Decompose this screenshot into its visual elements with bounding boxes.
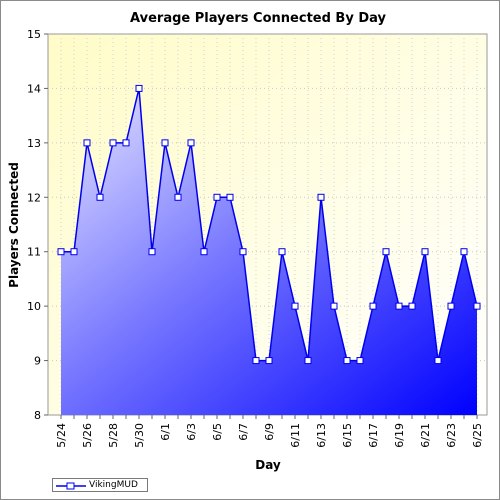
data-point-5-30 <box>135 84 143 92</box>
data-point-6-5 <box>213 193 221 201</box>
legend-label-vikingmud: VikingMUD <box>89 480 138 490</box>
data-point-6-11 <box>291 302 299 310</box>
x-tick-label: 6/5 <box>211 423 224 441</box>
y-tick-label: 11 <box>27 246 41 259</box>
data-point-6-14 <box>330 302 338 310</box>
y-tick-label: 10 <box>27 300 41 313</box>
data-point-6-10 <box>278 248 286 256</box>
data-point-6-22 <box>434 357 442 365</box>
x-tick-label: 5/28 <box>107 423 120 448</box>
y-tick-label: 8 <box>34 409 41 422</box>
x-tick-label: 6/15 <box>341 423 354 448</box>
x-axis-label: Day <box>255 458 281 472</box>
y-axis-ticks: 8 9 10 11 12 13 14 15 <box>27 28 48 422</box>
x-tick-label: 6/23 <box>445 423 458 448</box>
series-area-vikingmud <box>61 88 477 415</box>
x-tick-label: 6/21 <box>419 423 432 448</box>
data-point-6-12 <box>304 357 312 365</box>
x-tick-label: 5/30 <box>133 423 146 448</box>
data-point-5-26 <box>83 139 91 147</box>
x-tick-label: 6/1 <box>159 423 172 441</box>
x-tick-label: 6/13 <box>315 423 328 448</box>
data-point-6-25 <box>473 302 481 310</box>
x-tick-label: 5/26 <box>81 423 94 448</box>
series-markers <box>57 84 481 365</box>
data-point-6-9 <box>265 357 273 365</box>
data-point-6-7 <box>239 248 247 256</box>
data-point-6-17 <box>369 302 377 310</box>
data-point-6-1 <box>161 139 169 147</box>
y-tick-label: 12 <box>27 191 41 204</box>
data-point-6-3 <box>187 139 195 147</box>
y-tick-label: 9 <box>34 355 41 368</box>
x-tick-label: 6/19 <box>393 423 406 448</box>
data-point-5-29 <box>122 139 130 147</box>
y-tick-label: 14 <box>27 82 41 95</box>
data-point-6-21 <box>421 248 429 256</box>
chart-title: Average Players Connected By Day <box>130 11 386 26</box>
data-point-6-24 <box>460 248 468 256</box>
data-point-6-15 <box>343 357 351 365</box>
x-tick-label: 6/11 <box>289 423 302 448</box>
data-point-6-2 <box>174 193 182 201</box>
data-point-5-31 <box>148 248 156 256</box>
data-point-6-19 <box>395 302 403 310</box>
x-tick-label: 5/24 <box>55 423 68 448</box>
x-axis-ticks: 5/24 5/26 5/28 5/30 6/1 6/3 6/5 6/7 6/9 6/11 6/13 6… <box>55 415 484 448</box>
data-point-6-20 <box>408 302 416 310</box>
data-point-5-25 <box>70 248 78 256</box>
data-point-6-16 <box>356 357 364 365</box>
data-point-6-13 <box>317 193 325 201</box>
data-point-5-27 <box>96 193 104 201</box>
data-point-6-8 <box>252 357 260 365</box>
x-tick-label: 6/25 <box>471 423 484 448</box>
x-tick-label: 6/17 <box>367 423 380 448</box>
data-point-6-4 <box>200 248 208 256</box>
y-axis-label: Players Connected <box>7 162 21 288</box>
legend-swatch-vikingmud <box>56 482 86 490</box>
data-point-5-24 <box>57 248 65 256</box>
data-point-5-28 <box>109 139 117 147</box>
data-point-6-18 <box>382 248 390 256</box>
x-tick-label: 6/3 <box>185 423 198 441</box>
y-tick-label: 15 <box>27 28 41 41</box>
legend: VikingMUD <box>52 478 148 492</box>
x-tick-label: 6/7 <box>237 423 250 441</box>
x-tick-label: 6/9 <box>263 423 276 441</box>
data-point-6-6 <box>226 193 234 201</box>
data-point-6-23 <box>447 302 455 310</box>
y-tick-label: 13 <box>27 137 41 150</box>
